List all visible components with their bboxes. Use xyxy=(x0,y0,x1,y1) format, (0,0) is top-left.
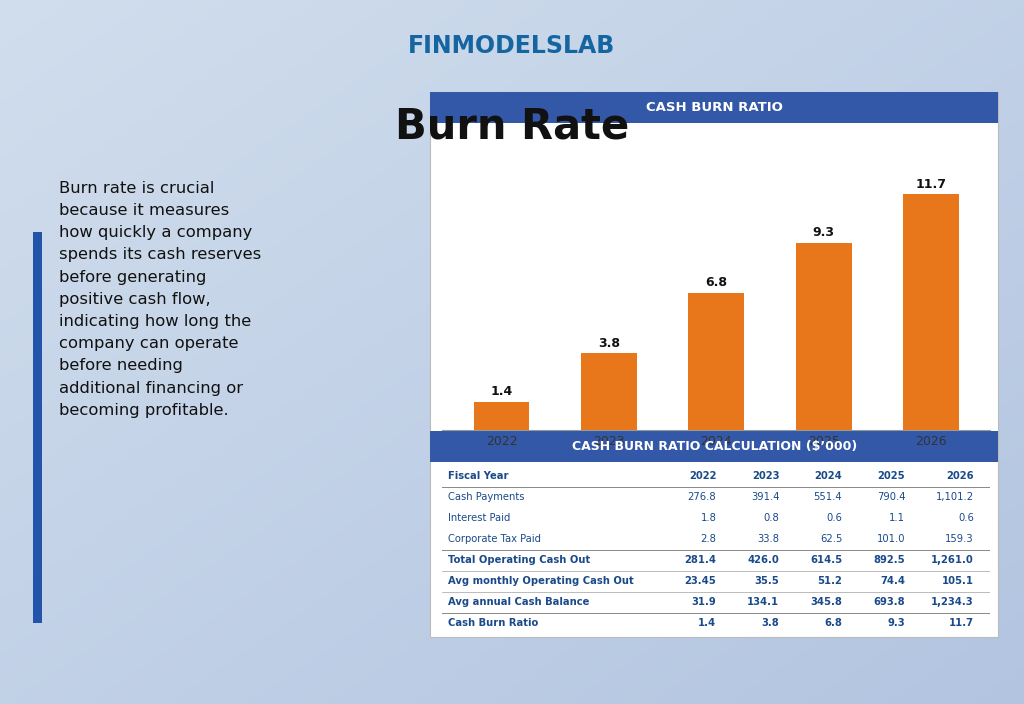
Text: 2023: 2023 xyxy=(752,471,779,482)
Bar xyxy=(430,92,998,637)
Text: Corporate Tax Paid: Corporate Tax Paid xyxy=(447,534,541,544)
Bar xyxy=(473,401,529,429)
Text: FINMODELSLAB: FINMODELSLAB xyxy=(409,34,615,58)
Text: 391.4: 391.4 xyxy=(751,492,779,502)
Text: 159.3: 159.3 xyxy=(945,534,974,544)
Text: 3.8: 3.8 xyxy=(598,337,620,350)
Text: 33.8: 33.8 xyxy=(758,534,779,544)
Bar xyxy=(903,194,959,429)
Text: CASH BURN RATIO CALCULATION ($’000): CASH BURN RATIO CALCULATION ($’000) xyxy=(571,440,857,453)
Text: 0.8: 0.8 xyxy=(764,513,779,523)
Text: 0.6: 0.6 xyxy=(826,513,843,523)
Text: 1.1: 1.1 xyxy=(889,513,905,523)
Text: Fiscal Year: Fiscal Year xyxy=(447,471,508,482)
Bar xyxy=(430,92,998,123)
Text: Interest Paid: Interest Paid xyxy=(447,513,510,523)
Text: 1.8: 1.8 xyxy=(700,513,717,523)
Text: 2026: 2026 xyxy=(946,471,974,482)
Text: 614.5: 614.5 xyxy=(810,555,843,565)
Text: Avg annual Cash Balance: Avg annual Cash Balance xyxy=(447,597,589,607)
Text: 23.45: 23.45 xyxy=(684,576,717,586)
Text: 2024: 2024 xyxy=(814,471,843,482)
Text: 62.5: 62.5 xyxy=(820,534,843,544)
Text: 892.5: 892.5 xyxy=(873,555,905,565)
Text: Total Operating Cash Out: Total Operating Cash Out xyxy=(447,555,590,565)
Text: CASH BURN RATIO: CASH BURN RATIO xyxy=(646,101,782,114)
Text: 790.4: 790.4 xyxy=(877,492,905,502)
Text: 1,101.2: 1,101.2 xyxy=(936,492,974,502)
Text: Burn rate is crucial
because it measures
how quickly a company
spends its cash r: Burn rate is crucial because it measures… xyxy=(59,181,262,417)
Bar xyxy=(688,293,744,429)
Text: 276.8: 276.8 xyxy=(688,492,717,502)
Text: Cash Payments: Cash Payments xyxy=(447,492,524,502)
Text: 74.4: 74.4 xyxy=(881,576,905,586)
Text: 3.8: 3.8 xyxy=(762,618,779,628)
Bar xyxy=(430,431,998,462)
Text: 101.0: 101.0 xyxy=(877,534,905,544)
Text: 11.7: 11.7 xyxy=(915,177,946,191)
Text: 6.8: 6.8 xyxy=(824,618,843,628)
Bar xyxy=(796,243,852,429)
Text: 35.5: 35.5 xyxy=(755,576,779,586)
Text: 1,261.0: 1,261.0 xyxy=(931,555,974,565)
Bar xyxy=(33,232,42,623)
Text: Cash Burn Ratio: Cash Burn Ratio xyxy=(447,618,538,628)
Text: 105.1: 105.1 xyxy=(942,576,974,586)
Text: 1,234.3: 1,234.3 xyxy=(931,597,974,607)
Text: Burn Rate: Burn Rate xyxy=(395,106,629,148)
Text: Avg monthly Operating Cash Out: Avg monthly Operating Cash Out xyxy=(447,576,634,586)
Text: 2.8: 2.8 xyxy=(700,534,717,544)
Text: 31.9: 31.9 xyxy=(691,597,717,607)
Text: 134.1: 134.1 xyxy=(748,597,779,607)
Text: 9.3: 9.3 xyxy=(813,226,835,239)
Text: 9.3: 9.3 xyxy=(888,618,905,628)
Text: 1.4: 1.4 xyxy=(698,618,717,628)
Text: 11.7: 11.7 xyxy=(949,618,974,628)
Text: 345.8: 345.8 xyxy=(810,597,843,607)
Text: 6.8: 6.8 xyxy=(706,276,727,289)
Text: 281.4: 281.4 xyxy=(684,555,717,565)
Text: 2025: 2025 xyxy=(878,471,905,482)
Text: 0.6: 0.6 xyxy=(957,513,974,523)
Text: 51.2: 51.2 xyxy=(817,576,843,586)
Text: 693.8: 693.8 xyxy=(873,597,905,607)
Text: 551.4: 551.4 xyxy=(814,492,843,502)
Text: 426.0: 426.0 xyxy=(748,555,779,565)
Bar xyxy=(581,353,637,429)
Text: 2022: 2022 xyxy=(689,471,717,482)
Text: 1.4: 1.4 xyxy=(490,385,513,398)
